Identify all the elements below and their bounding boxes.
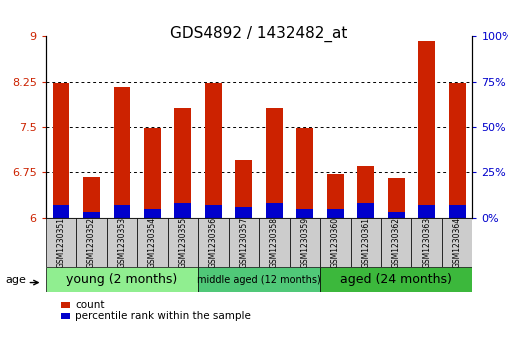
Bar <box>144 128 161 218</box>
Bar <box>296 209 313 218</box>
Bar <box>205 205 221 218</box>
Text: aged (24 months): aged (24 months) <box>340 273 452 286</box>
Text: GSM1230360: GSM1230360 <box>331 217 340 268</box>
Bar <box>388 212 404 218</box>
Bar <box>205 83 221 218</box>
Bar <box>137 218 168 267</box>
Bar <box>388 179 404 218</box>
Text: GSM1230357: GSM1230357 <box>239 217 248 268</box>
Bar <box>418 41 435 218</box>
Bar <box>327 174 343 218</box>
Text: GSM1230359: GSM1230359 <box>300 217 309 268</box>
Text: GDS4892 / 1432482_at: GDS4892 / 1432482_at <box>170 25 348 42</box>
Bar <box>113 205 130 218</box>
Bar <box>320 218 351 267</box>
Bar <box>76 218 107 267</box>
Bar <box>290 218 320 267</box>
Text: middle aged (12 months): middle aged (12 months) <box>197 274 321 285</box>
Bar <box>351 218 381 267</box>
Bar <box>327 209 343 218</box>
Bar <box>83 177 100 218</box>
Bar <box>411 218 442 267</box>
Bar <box>296 128 313 218</box>
Bar <box>144 209 161 218</box>
Text: GSM1230356: GSM1230356 <box>209 217 218 268</box>
Bar <box>381 218 411 267</box>
Bar <box>235 207 252 218</box>
Bar <box>357 166 374 218</box>
Bar <box>266 203 282 218</box>
Bar <box>175 108 191 218</box>
Bar <box>320 267 472 292</box>
Text: GSM1230355: GSM1230355 <box>178 217 187 268</box>
Text: GSM1230351: GSM1230351 <box>56 217 66 268</box>
Bar <box>83 212 100 218</box>
Text: age: age <box>5 275 26 285</box>
Bar <box>198 218 229 267</box>
Bar <box>235 160 252 218</box>
Bar <box>418 205 435 218</box>
Bar <box>46 218 76 267</box>
Bar <box>442 218 472 267</box>
Bar <box>53 83 69 218</box>
Bar <box>113 87 130 218</box>
Text: GSM1230352: GSM1230352 <box>87 217 96 268</box>
Text: count: count <box>75 300 105 310</box>
Text: GSM1230362: GSM1230362 <box>392 217 401 268</box>
Bar <box>168 218 198 267</box>
Text: young (2 months): young (2 months) <box>67 273 177 286</box>
Text: GSM1230363: GSM1230363 <box>422 217 431 268</box>
Text: GSM1230354: GSM1230354 <box>148 217 157 268</box>
Bar <box>357 203 374 218</box>
Text: percentile rank within the sample: percentile rank within the sample <box>75 311 251 321</box>
Bar <box>107 218 137 267</box>
Bar <box>259 218 290 267</box>
Text: GSM1230358: GSM1230358 <box>270 217 279 268</box>
Bar <box>198 267 320 292</box>
Bar <box>266 108 282 218</box>
Bar <box>449 205 465 218</box>
Text: GSM1230361: GSM1230361 <box>361 217 370 268</box>
Bar <box>175 203 191 218</box>
Text: GSM1230364: GSM1230364 <box>453 217 462 268</box>
Text: GSM1230353: GSM1230353 <box>117 217 126 268</box>
Bar <box>229 218 259 267</box>
Bar <box>46 267 198 292</box>
Bar <box>449 83 465 218</box>
Bar <box>53 205 69 218</box>
